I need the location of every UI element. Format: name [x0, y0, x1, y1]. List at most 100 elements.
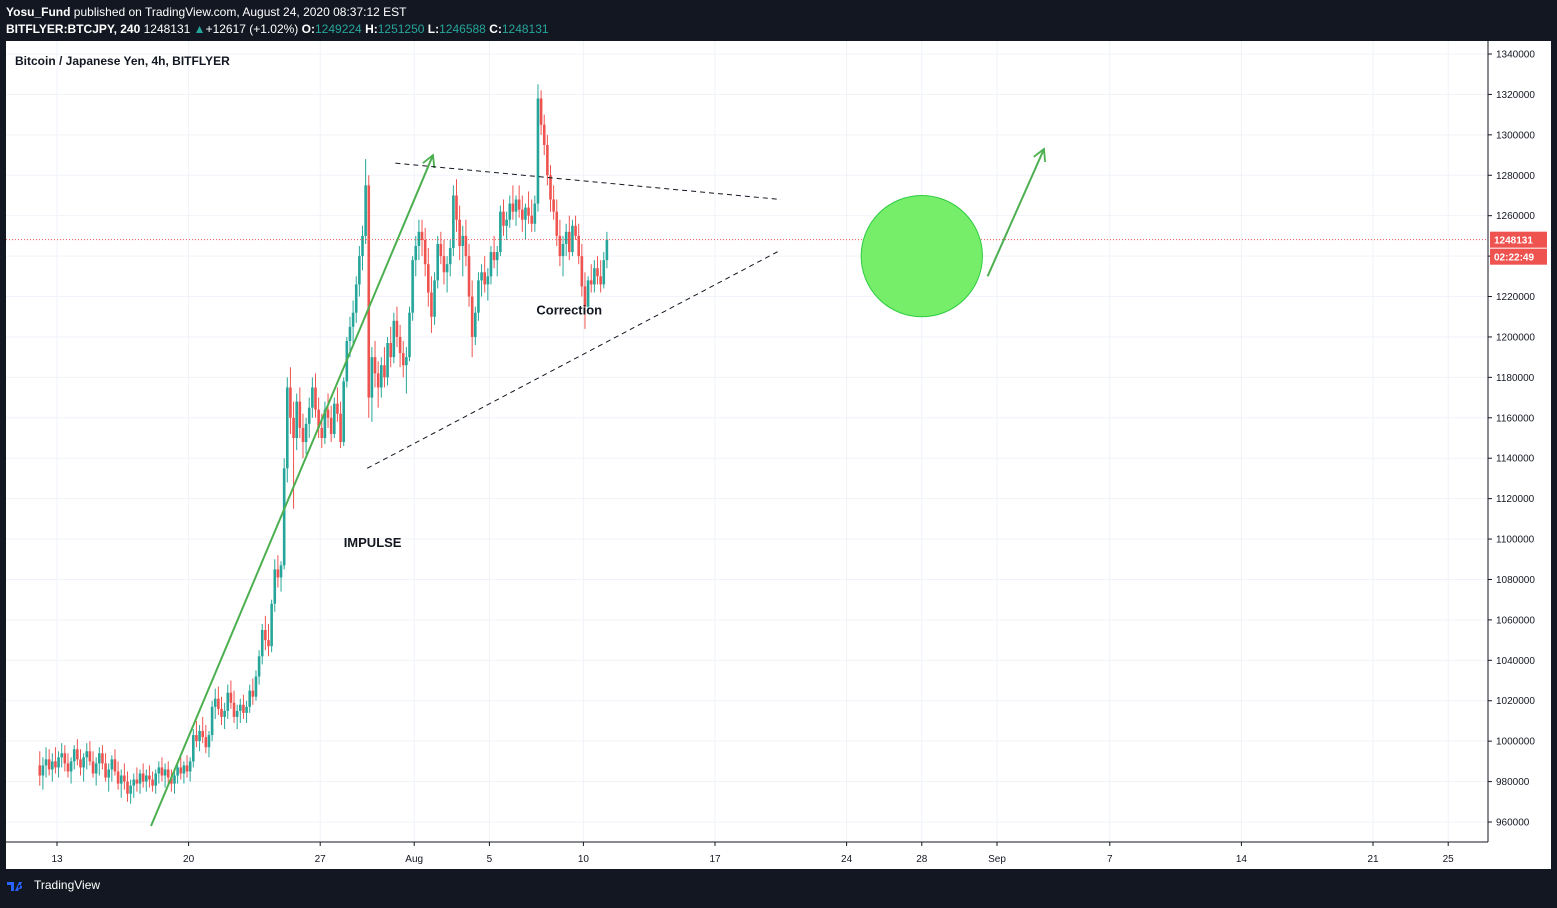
candle — [502, 211, 505, 226]
candle — [342, 381, 345, 443]
y-tick-label: 1320000 — [1496, 90, 1535, 101]
candle — [44, 759, 48, 766]
candle — [116, 771, 120, 784]
candle — [60, 753, 63, 758]
candle — [436, 243, 439, 281]
candle — [552, 199, 555, 212]
candle — [373, 357, 377, 374]
y-tick-label: 1140000 — [1496, 454, 1535, 465]
price-axis: 960000 980000 1000000 1020000 1040000 1060000… — [1487, 41, 1551, 869]
candle — [533, 203, 537, 224]
candle — [414, 246, 418, 261]
candle — [427, 264, 430, 293]
candle — [226, 692, 230, 711]
candle — [198, 731, 201, 742]
candle — [580, 256, 584, 287]
candle — [273, 569, 277, 604]
time-axis: 13 20 27 Aug 5 10 17 24 28 Sep 7 14 21 25 — [6, 841, 1488, 870]
candle — [229, 692, 233, 703]
candle — [148, 775, 151, 780]
candle — [571, 225, 574, 253]
candle — [480, 272, 483, 281]
candle — [85, 751, 89, 758]
upper-trendline — [395, 162, 781, 201]
countdown-label: 02:22:49 — [1494, 253, 1534, 264]
candle — [119, 775, 123, 784]
y-tick-label: 980000 — [1496, 777, 1530, 788]
candle — [455, 195, 458, 220]
x-tick-label: 24 — [841, 854, 853, 865]
candle — [173, 775, 176, 784]
candle — [452, 195, 455, 249]
candle — [376, 373, 380, 388]
candle — [239, 704, 242, 711]
candle — [517, 199, 521, 210]
low-value: 1246588 — [439, 22, 486, 36]
published-text: published on TradingView.com, August 24,… — [73, 5, 407, 19]
author-name[interactable]: Yosu_Fund — [6, 5, 71, 19]
candle — [207, 735, 211, 748]
candle — [232, 702, 236, 717]
y-tick-label: 1000000 — [1496, 737, 1535, 748]
candle — [260, 630, 264, 657]
candle — [245, 706, 248, 713]
candle — [486, 276, 490, 285]
candle — [561, 243, 565, 257]
x-tick-label: 27 — [315, 854, 327, 865]
candle — [220, 708, 223, 717]
candle — [188, 761, 192, 772]
countdown-tag — [1490, 248, 1547, 265]
low-label: L: — [427, 22, 440, 36]
candle — [138, 773, 142, 784]
candle — [442, 256, 446, 273]
candle — [79, 759, 82, 768]
candle — [389, 343, 392, 358]
target-circle — [860, 194, 983, 318]
y-tick-label: 1100000 — [1496, 535, 1535, 546]
candle — [248, 690, 251, 707]
y-tick-label: 1220000 — [1496, 292, 1535, 303]
candle — [311, 387, 314, 408]
candle — [448, 248, 452, 265]
candle — [514, 199, 518, 212]
candle — [38, 765, 42, 776]
candle — [483, 272, 486, 285]
candle — [549, 175, 552, 200]
candle — [57, 757, 60, 768]
candle — [555, 211, 559, 236]
y-tick-label: 1280000 — [1496, 171, 1535, 182]
x-tick-label: 7 — [1107, 854, 1113, 865]
candle — [276, 569, 280, 578]
candle — [151, 779, 154, 786]
grid — [6, 41, 1488, 842]
candlestick-chart[interactable]: Bitcoin / Japanese Yen, 4h, BITFLYER IMP… — [6, 41, 1551, 870]
candle — [314, 387, 317, 410]
high-label: H: — [365, 22, 378, 36]
candle — [505, 219, 508, 226]
candle — [320, 427, 324, 438]
x-tick-label: 14 — [1236, 854, 1248, 865]
candle — [489, 252, 493, 277]
candle — [66, 763, 70, 772]
y-tick-label: 1300000 — [1496, 130, 1535, 141]
candle — [182, 765, 186, 774]
candle — [596, 268, 599, 277]
brand-label[interactable]: TradingView — [34, 878, 101, 892]
candle — [477, 280, 480, 313]
x-tick-label: 17 — [709, 854, 721, 865]
y-tick-label: 1020000 — [1496, 696, 1535, 707]
candle — [41, 765, 45, 776]
candle — [445, 264, 449, 273]
y-tick-label: 1180000 — [1496, 373, 1535, 384]
candle — [499, 211, 502, 253]
candle — [568, 231, 571, 253]
candle — [433, 280, 436, 317]
chart-panel[interactable]: Bitcoin / Japanese Yen, 4h, BITFLYER IMP… — [6, 41, 1551, 870]
candle — [367, 185, 371, 398]
candle — [76, 749, 79, 760]
candle — [63, 753, 67, 764]
candle — [257, 656, 261, 677]
candle — [511, 203, 515, 212]
annotation-label: IMPULSE — [344, 535, 402, 550]
x-tick-label: 10 — [578, 854, 590, 865]
